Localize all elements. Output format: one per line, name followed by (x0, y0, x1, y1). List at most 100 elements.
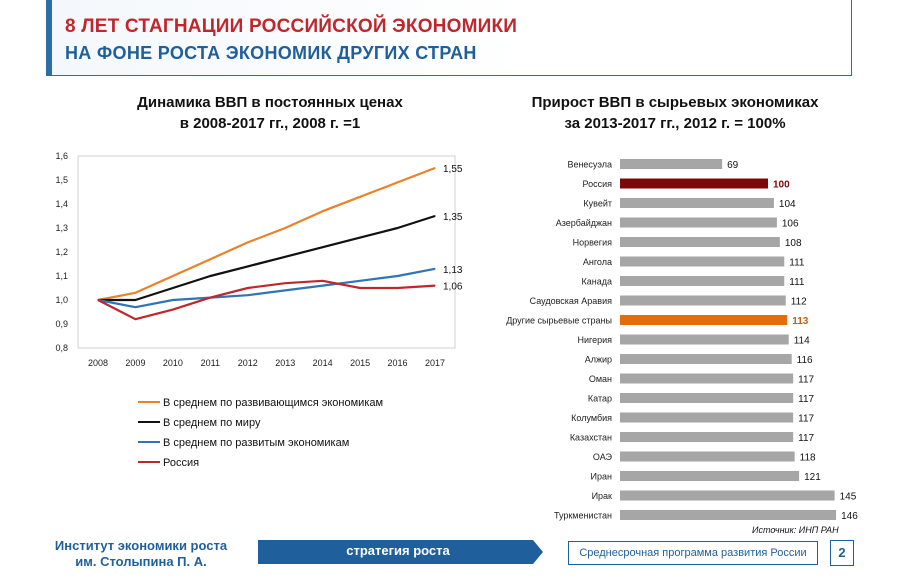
source-note: Источник: ИНП РАН (752, 525, 839, 535)
y-tick-label: 1,5 (55, 175, 68, 185)
series-point-0 (209, 258, 211, 260)
bar (620, 412, 794, 423)
series-point-3 (284, 282, 286, 284)
x-tick-label: 2014 (313, 358, 333, 368)
line-chart: 0,8 0,9 1,0 1,1 1,2 1,3 1,4 1,5 1,6 2008 2009 2010 2… (55, 151, 463, 469)
end-value-label: 1,13 (443, 265, 463, 276)
series-point-3 (97, 299, 99, 301)
series-point-3 (209, 297, 211, 299)
series-point-2 (172, 299, 174, 301)
category-label: Иран (591, 472, 612, 482)
bar (620, 159, 723, 169)
series-point-2 (284, 289, 286, 291)
bar (620, 295, 786, 306)
category-label: ОАЭ (593, 452, 613, 462)
value-label: 121 (804, 472, 821, 483)
series-point-1 (396, 227, 399, 229)
category-label: Нигерия (577, 335, 612, 345)
value-label: 104 (779, 199, 796, 210)
series-point-1 (322, 246, 324, 248)
y-tick-label: 1,0 (55, 295, 68, 305)
series-point-3 (247, 287, 249, 289)
value-label: 146 (841, 511, 858, 522)
end-value-label: 1,35 (443, 212, 463, 223)
bar (620, 237, 780, 247)
strategy-banner-label: стратегия роста (346, 543, 450, 558)
series-point-0 (134, 292, 137, 294)
institute-name-line1: Институт экономики роста (54, 538, 228, 553)
value-label: 117 (798, 394, 814, 405)
page-number: 2 (830, 540, 854, 566)
value-label: 145 (840, 492, 857, 503)
institute-logo-text: Институт экономики роста им. Столыпина П… (44, 538, 238, 570)
y-tick-label: 1,1 (55, 271, 68, 281)
legend-label-0: В среднем по развивающимся экономикам (163, 397, 383, 409)
x-tick-label: 2013 (275, 358, 295, 368)
bar (620, 432, 794, 442)
plot-area (77, 155, 456, 349)
x-tick-label: 2011 (201, 358, 220, 368)
series-point-1 (284, 256, 286, 258)
bar (620, 198, 774, 208)
bar-chart-title-line1: Прирост ВВП в сырьевых экономиках (531, 94, 819, 111)
series-point-2 (322, 285, 324, 287)
value-label: 117 (798, 414, 814, 425)
x-tick-label: 2009 (125, 358, 145, 368)
series-point-3 (134, 318, 137, 320)
category-label: Другие сырьевые страны (506, 316, 612, 326)
x-tick-label: 2017 (425, 358, 445, 368)
bar (620, 178, 768, 189)
series-line-2 (97, 267, 436, 309)
category-label: Катар (588, 394, 612, 404)
bar (620, 217, 777, 228)
series-point-1 (134, 299, 137, 301)
series-point-1 (434, 215, 436, 217)
series-line-3 (97, 279, 436, 321)
program-link[interactable]: Среднесрочная программа развития России (568, 541, 818, 565)
category-label: Венесуэла (567, 160, 612, 170)
category-label: Туркменистан (554, 511, 612, 521)
series-point-3 (172, 309, 174, 311)
bar (620, 490, 835, 501)
bar (620, 471, 800, 481)
series-point-3 (359, 287, 361, 289)
series-point-1 (247, 265, 249, 267)
value-label: 113 (792, 316, 809, 327)
line-chart-title-line2: в 2008-2017 гг., 2008 г. =1 (179, 115, 361, 132)
bar (620, 354, 792, 364)
y-tick-label: 1,4 (55, 199, 68, 209)
bar (620, 276, 785, 286)
bar (620, 510, 837, 520)
series-point-0 (396, 181, 399, 183)
bar (620, 393, 794, 403)
x-tick-label: 2016 (388, 358, 408, 368)
category-label: Оман (589, 374, 612, 384)
category-label: Алжир (585, 355, 612, 365)
value-label: 118 (800, 453, 816, 464)
value-label: 111 (789, 258, 805, 269)
header-accent-bar (46, 0, 52, 76)
category-label: Азербайджан (556, 218, 612, 228)
x-tick-label: 2015 (350, 358, 370, 368)
series-point-3 (322, 280, 324, 282)
line-chart-title-line1: Динамика ВВП в постоянных ценах (137, 94, 403, 111)
bar (620, 334, 789, 345)
line-chart-title: Динамика ВВП в постоянных ценах в 2008-2… (90, 92, 450, 134)
series-point-3 (434, 285, 436, 287)
value-label: 69 (727, 160, 739, 171)
series-point-2 (359, 280, 361, 282)
bar (620, 373, 794, 384)
y-tick-label: 1,6 (55, 151, 68, 161)
series-point-2 (134, 306, 137, 308)
y-tick-label: 1,3 (55, 223, 68, 233)
x-tick-label: 2010 (163, 358, 183, 368)
institute-name-line2: им. Столыпина П. А. (75, 554, 207, 569)
value-label: 117 (798, 433, 814, 444)
category-label: Норвегия (573, 238, 613, 248)
series-point-1 (172, 287, 174, 289)
category-label: Саудовская Аравия (530, 296, 612, 306)
y-tick-label: 0,9 (55, 319, 68, 329)
series-point-2 (396, 275, 399, 277)
bar (620, 315, 788, 325)
strategy-banner (258, 540, 543, 564)
